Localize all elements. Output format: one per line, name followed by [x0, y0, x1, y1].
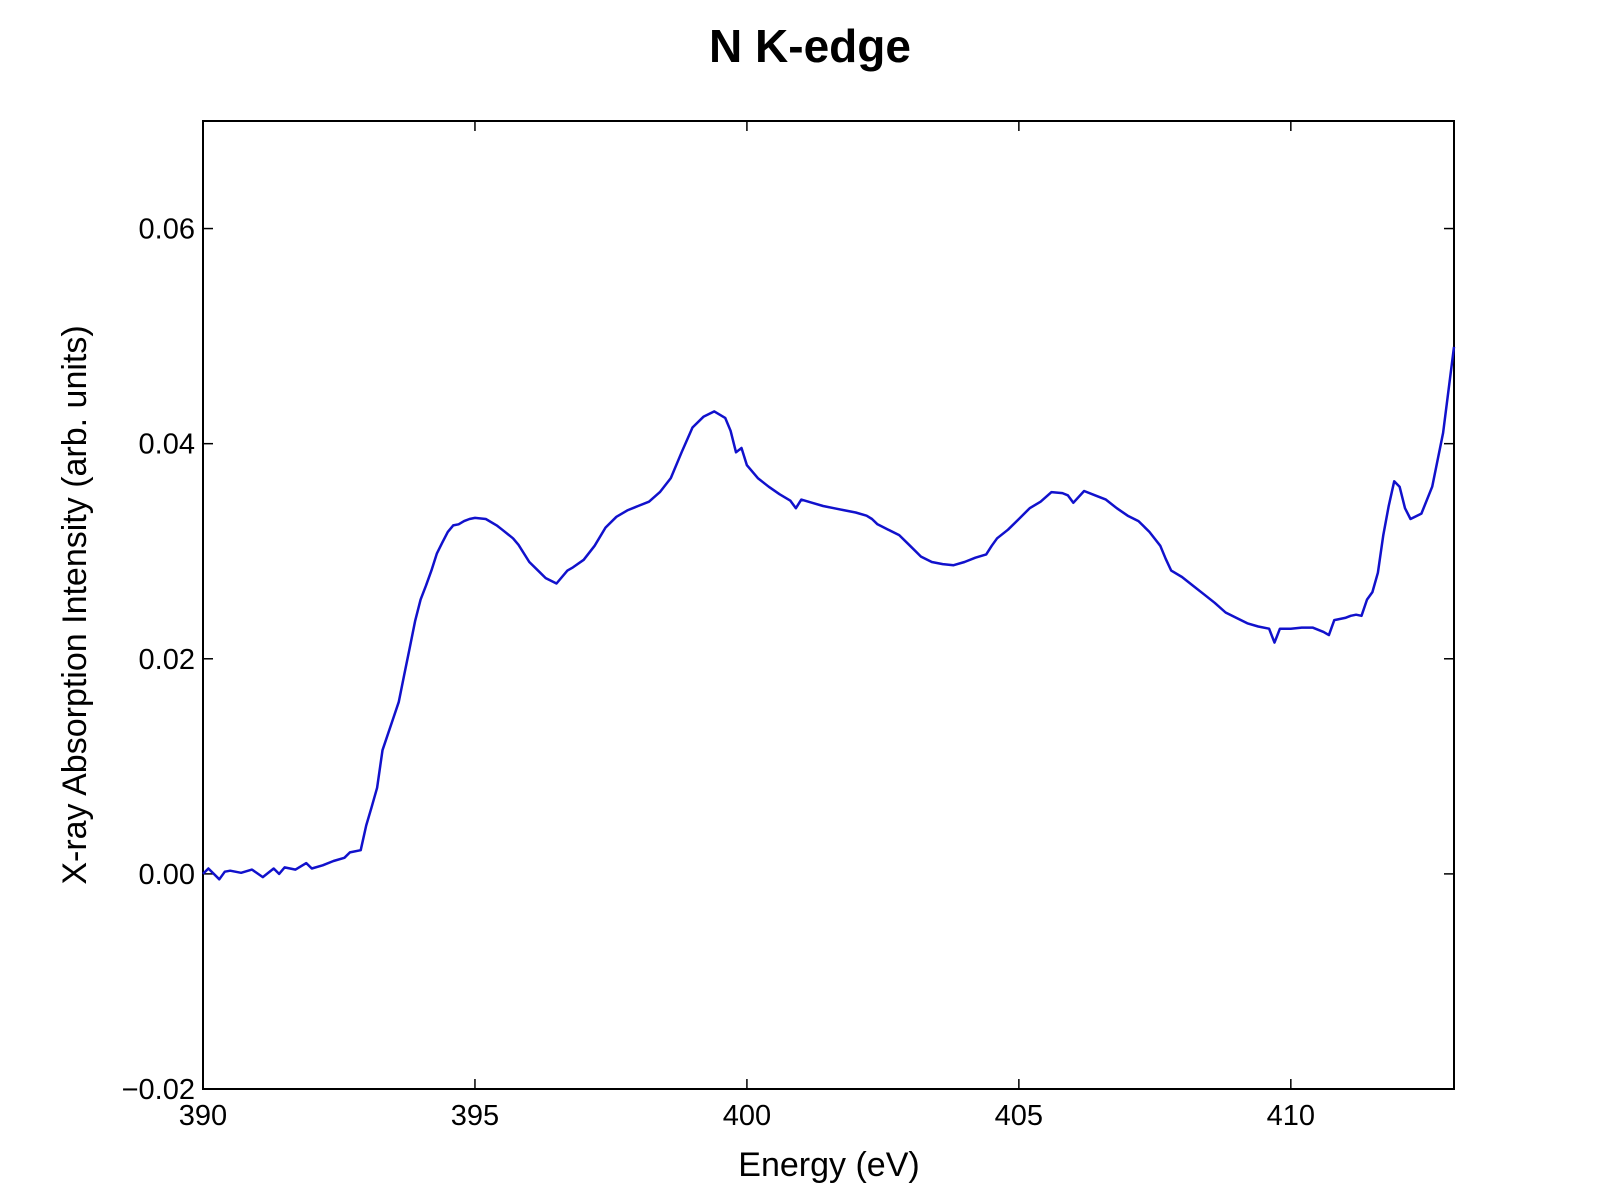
y-axis: −0.02 0.00 0.02 0.04 0.06 — [122, 214, 1454, 1106]
chart-title: N K-edge — [709, 20, 911, 72]
y-tick-label: 0.00 — [139, 859, 195, 891]
plot-area-frame — [202, 120, 1455, 1090]
y-tick-label: 0.06 — [139, 214, 195, 246]
y-tick-label: 0.04 — [139, 429, 195, 461]
x-tick-label: 410 — [1267, 1100, 1315, 1132]
x-axis: 390 395 400 405 410 — [179, 121, 1315, 1132]
x-tick-label: 395 — [451, 1100, 499, 1132]
series-line — [202, 346, 1456, 881]
y-tick-label: 0.02 — [139, 644, 195, 676]
y-tick-label: −0.02 — [122, 1074, 195, 1106]
x-tick-label: 400 — [723, 1100, 771, 1132]
y-axis-label: X-ray Absorption Intensity (arb. units) — [56, 325, 94, 884]
x-axis-label: Energy (eV) — [738, 1146, 919, 1184]
x-tick-label: 390 — [179, 1100, 227, 1132]
x-tick-label: 405 — [995, 1100, 1043, 1132]
